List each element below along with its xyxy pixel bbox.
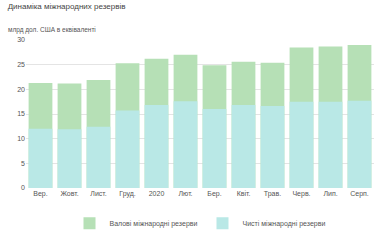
svg-text:Чисті міжнародні резерви: Чисті міжнародні резерви — [242, 220, 325, 228]
svg-text:Лип.: Лип. — [323, 190, 337, 197]
svg-text:Квіт.: Квіт. — [237, 190, 251, 197]
svg-text:Трав.: Трав. — [264, 190, 281, 198]
svg-text:Лют.: Лют. — [178, 190, 192, 197]
svg-text:Бер.: Бер. — [207, 190, 221, 198]
svg-text:Динаміка міжнародних резервів: Динаміка міжнародних резервів — [8, 2, 126, 11]
svg-text:15: 15 — [17, 110, 25, 117]
svg-text:10: 10 — [17, 135, 25, 142]
svg-text:5: 5 — [21, 160, 25, 167]
svg-text:млрд дол. США в еквіваленті: млрд дол. США в еквіваленті — [8, 26, 96, 34]
svg-text:Вер.: Вер. — [33, 190, 47, 198]
svg-text:Жовт.: Жовт. — [60, 190, 78, 197]
svg-text:Валові міжнародні резерви: Валові міжнародні резерви — [110, 220, 198, 228]
svg-text:Черв.: Черв. — [292, 190, 310, 198]
svg-text:Лист.: Лист. — [90, 190, 106, 197]
svg-text:30: 30 — [17, 36, 25, 43]
svg-text:2020: 2020 — [149, 190, 165, 197]
svg-text:20: 20 — [17, 86, 25, 93]
svg-text:0: 0 — [21, 184, 25, 191]
svg-text:25: 25 — [17, 61, 25, 68]
svg-text:Серп.: Серп. — [350, 190, 369, 198]
svg-text:Груд.: Груд. — [119, 190, 136, 198]
